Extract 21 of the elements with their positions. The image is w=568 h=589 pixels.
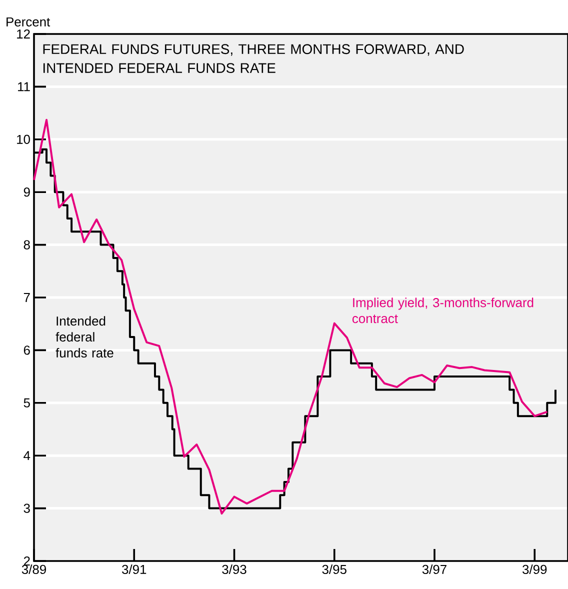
y-tick-label: 12	[17, 29, 30, 39]
text: FEDERAL FUNDS FUTURES, THREE MONTHS FORWARD, AND INTENDED FEDERAL FUNDS RATE	[43, 44, 464, 73]
x-tick-label: 3/99	[522, 564, 547, 574]
series-label: Intended federal funds rate	[56, 316, 114, 358]
x-tick-label: 3/93	[222, 564, 246, 574]
y-tick-label: 8	[24, 240, 30, 250]
y-tick-label: 11	[18, 82, 30, 92]
x-tick-label: 3/91	[122, 564, 146, 574]
y-axis-title: Percent	[6, 17, 50, 26]
y-tick-label: 9	[24, 188, 30, 197]
y-tick-label: 7	[24, 293, 30, 302]
y-tick-label: 2	[24, 556, 30, 566]
y-tick-label: 4	[24, 451, 30, 460]
x-tick-label: 3/89	[22, 564, 46, 574]
series-label: Implied yield, 3-months-forward contract	[352, 298, 534, 324]
x-tick-label: 3/95	[322, 564, 346, 574]
y-tick-label: 6	[24, 346, 30, 355]
x-tick-label: 3/97	[422, 564, 446, 574]
y-tick-label: 3	[24, 504, 30, 513]
y-tick-label: 10	[17, 134, 30, 144]
y-tick-label: 5	[24, 398, 30, 408]
